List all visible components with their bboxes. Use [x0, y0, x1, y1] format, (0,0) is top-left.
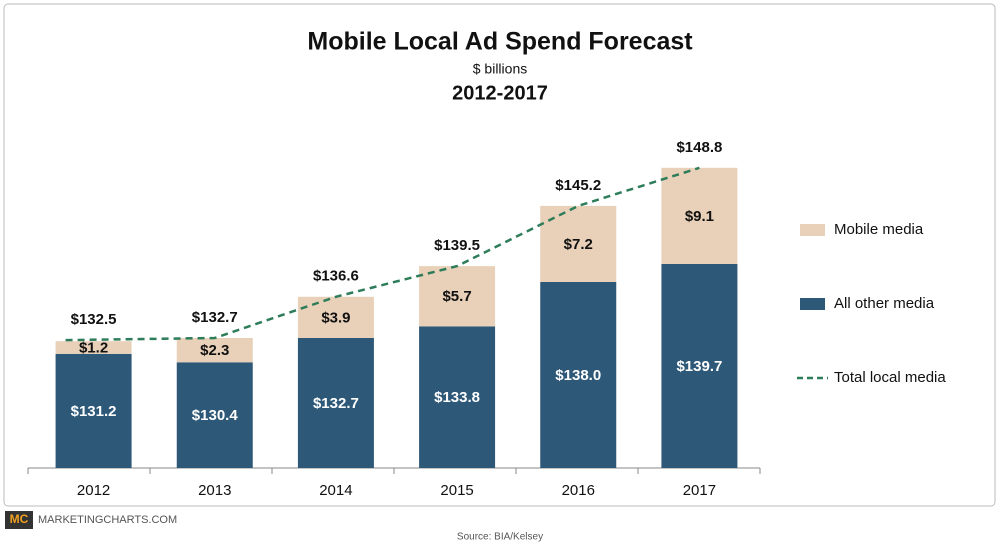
chart-title: Mobile Local Ad Spend Forecast	[307, 28, 693, 56]
line-value-label: $145.2	[555, 177, 601, 194]
legend-label: Mobile media	[834, 221, 924, 238]
bar-value-label: $9.1	[685, 208, 714, 225]
x-tick-label: 2016	[562, 482, 595, 499]
x-tick-label: 2017	[683, 482, 716, 499]
bar-segment	[55, 353, 132, 468]
bar-value-label: $3.9	[321, 309, 350, 326]
line-value-label: $148.8	[676, 139, 722, 156]
bar-value-label: $1.2	[79, 339, 108, 356]
x-tick-label: 2012	[77, 482, 110, 499]
bar-value-label: $132.7	[313, 395, 359, 412]
line-series	[65, 166, 700, 342]
line-value-label: $132.7	[192, 309, 238, 326]
bar-value-label: $133.8	[434, 389, 480, 406]
bar-value-label: $130.4	[192, 407, 239, 424]
bar-value-label: $139.7	[676, 358, 722, 375]
bar-value-label: $2.3	[200, 342, 229, 359]
bar-segment	[176, 362, 253, 468]
legend-swatch	[800, 224, 825, 236]
legend-swatch	[800, 298, 825, 310]
bar-segment	[540, 281, 617, 468]
bar-segment	[661, 264, 738, 468]
bar-segment	[661, 167, 738, 265]
bar-value-label: $5.7	[442, 288, 471, 305]
bar-segment	[176, 337, 253, 363]
legend-label: All other media	[834, 295, 935, 312]
chart-period: 2012-2017	[452, 82, 548, 104]
legend-label: Total local media	[834, 369, 946, 386]
logo-box	[5, 511, 33, 529]
bar-segment	[297, 296, 374, 338]
line-value-label: $136.6	[313, 268, 359, 285]
brand: MARKETINGCHARTS.COM	[38, 514, 177, 526]
bar-value-label: $7.2	[564, 236, 593, 253]
bar-segment	[55, 341, 132, 354]
bar-segment	[297, 337, 374, 468]
line-value-label: $139.5	[434, 237, 480, 254]
chart-frame	[3, 3, 996, 507]
x-tick-label: 2013	[198, 482, 231, 499]
source: Source: BIA/Kelsey	[457, 532, 543, 543]
logo: MC	[10, 512, 29, 526]
bar-value-label: $138.0	[555, 367, 601, 384]
bar-segment	[419, 326, 496, 468]
x-tick-label: 2015	[440, 482, 473, 499]
bar-value-label: $131.2	[71, 403, 117, 420]
chart-subtitle: $ billions	[473, 61, 527, 77]
line-value-label: $132.5	[71, 311, 117, 328]
x-tick-label: 2014	[319, 482, 352, 499]
bar-segment	[419, 266, 496, 327]
